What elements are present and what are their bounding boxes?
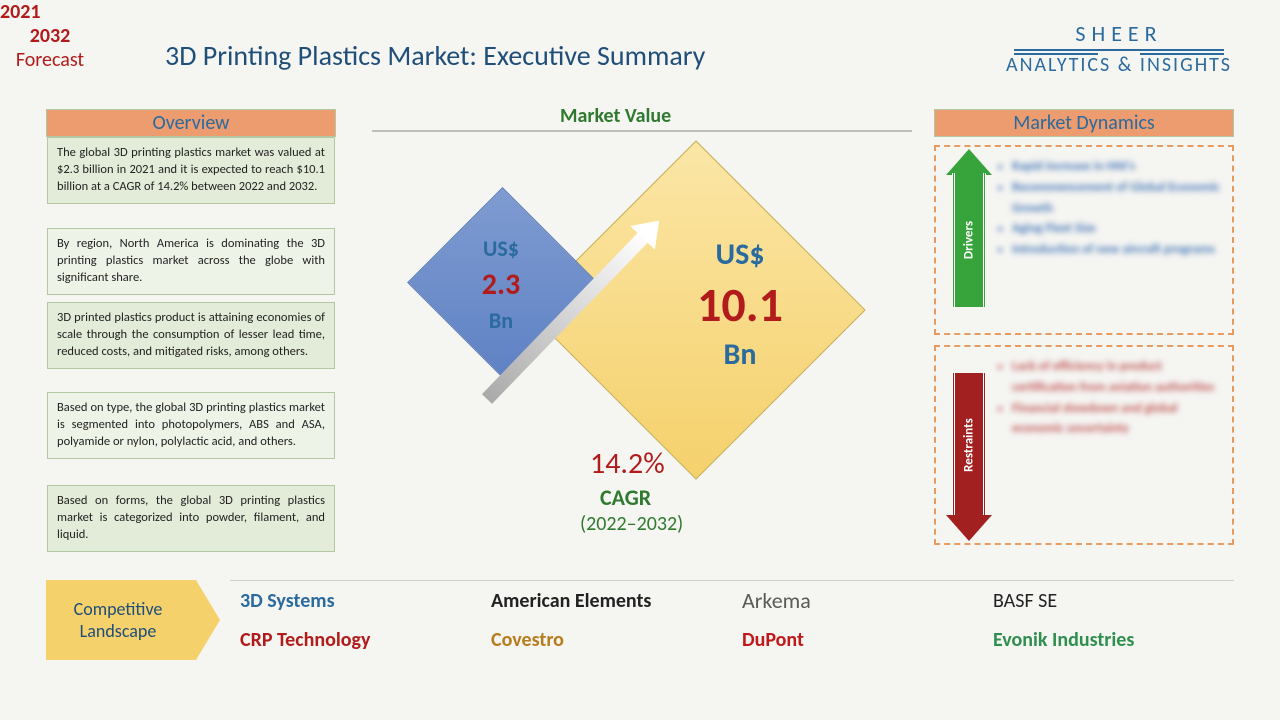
logo-line2: ANALYTICS & INSIGHTS <box>1006 53 1232 77</box>
competitive-grid: 3D Systems American Elements Arkema BASF… <box>230 580 1234 660</box>
up-arrow-icon <box>946 149 992 175</box>
market-value-underline <box>372 130 912 132</box>
restraints-list: Lack of efficiency in product certificat… <box>998 357 1222 440</box>
company-arkema: Arkema <box>732 587 983 614</box>
market-value-header: Market Value <box>560 104 671 128</box>
drivers-list: Rapid increase in HNI's Recommencement o… <box>998 157 1222 261</box>
restraint-item: Financial slowdown and global economic u… <box>1012 399 1222 441</box>
restraint-item: Lack of efficiency in product certificat… <box>1012 357 1222 399</box>
amount-2032: 10.1 <box>610 275 870 334</box>
company-american-elements: American Elements <box>481 589 732 613</box>
cagr-value: 14.2% <box>590 445 665 482</box>
company-crp: CRP Technology <box>230 628 481 652</box>
value-2021: US$ 2.3 Bn <box>406 235 596 334</box>
drivers-bar: Drivers <box>952 173 986 307</box>
year-2032-label: 2032 Forecast <box>0 24 100 72</box>
unit-2021: Bn <box>489 307 513 334</box>
restraints-box: Restraints Lack of efficiency in product… <box>934 345 1234 545</box>
driver-item: Aging Fleet Size <box>1012 219 1222 240</box>
competitive-tag-l1: Competitive <box>74 598 163 620</box>
restraints-bar: Restraints <box>952 373 986 517</box>
overview-box-2: By region, North America is dominating t… <box>47 228 335 295</box>
unit-2032: Bn <box>724 336 757 373</box>
cagr-label: CAGR <box>600 484 651 511</box>
overview-box-4: Based on type, the global 3D printing pl… <box>47 392 335 459</box>
logo-line1: SHEER <box>1006 20 1232 47</box>
company-dupont: DuPont <box>732 628 983 652</box>
value-2032: US$ 10.1 Bn <box>610 236 870 373</box>
page-title: 3D Printing Plastics Market: Executive S… <box>165 38 705 73</box>
overview-box-3: 3D printed plastics product is attaining… <box>47 302 335 369</box>
cagr-period: (2022–2032) <box>580 512 683 536</box>
drivers-box: Drivers Rapid increase in HNI's Recommen… <box>934 145 1234 335</box>
currency-2021: US$ <box>483 235 519 262</box>
restraints-label: Restraints <box>962 418 977 472</box>
competitive-tag: Competitive Landscape <box>46 580 196 660</box>
overview-header: Overview <box>46 109 336 137</box>
drivers-label: Drivers <box>962 221 977 259</box>
overview-box-1: The global 3D printing plastics market w… <box>47 137 335 204</box>
driver-item: Introduction of new aircraft programs <box>1012 240 1222 261</box>
year-2032-text: 2032 <box>30 24 71 48</box>
brand-logo: SHEER ANALYTICS & INSIGHTS <box>1006 20 1232 77</box>
company-covestro: Covestro <box>481 628 732 652</box>
competitive-tag-l2: Landscape <box>80 620 157 642</box>
amount-2021: 2.3 <box>406 266 596 303</box>
down-arrow-icon <box>946 515 992 541</box>
competitive-landscape: Competitive Landscape 3D Systems America… <box>46 580 1234 660</box>
company-basf: BASF SE <box>983 589 1234 613</box>
overview-box-5: Based on forms, the global 3D printing p… <box>47 485 335 552</box>
market-dynamics-header: Market Dynamics <box>934 109 1234 137</box>
logo-divider <box>1014 49 1224 51</box>
driver-item: Recommencement of Global Economic Growth <box>1012 178 1222 220</box>
company-3d-systems: 3D Systems <box>230 589 481 613</box>
company-evonik: Evonik Industries <box>983 628 1234 652</box>
currency-2032: US$ <box>716 236 765 273</box>
driver-item: Rapid increase in HNI's <box>1012 157 1222 178</box>
forecast-label: Forecast <box>0 48 100 72</box>
